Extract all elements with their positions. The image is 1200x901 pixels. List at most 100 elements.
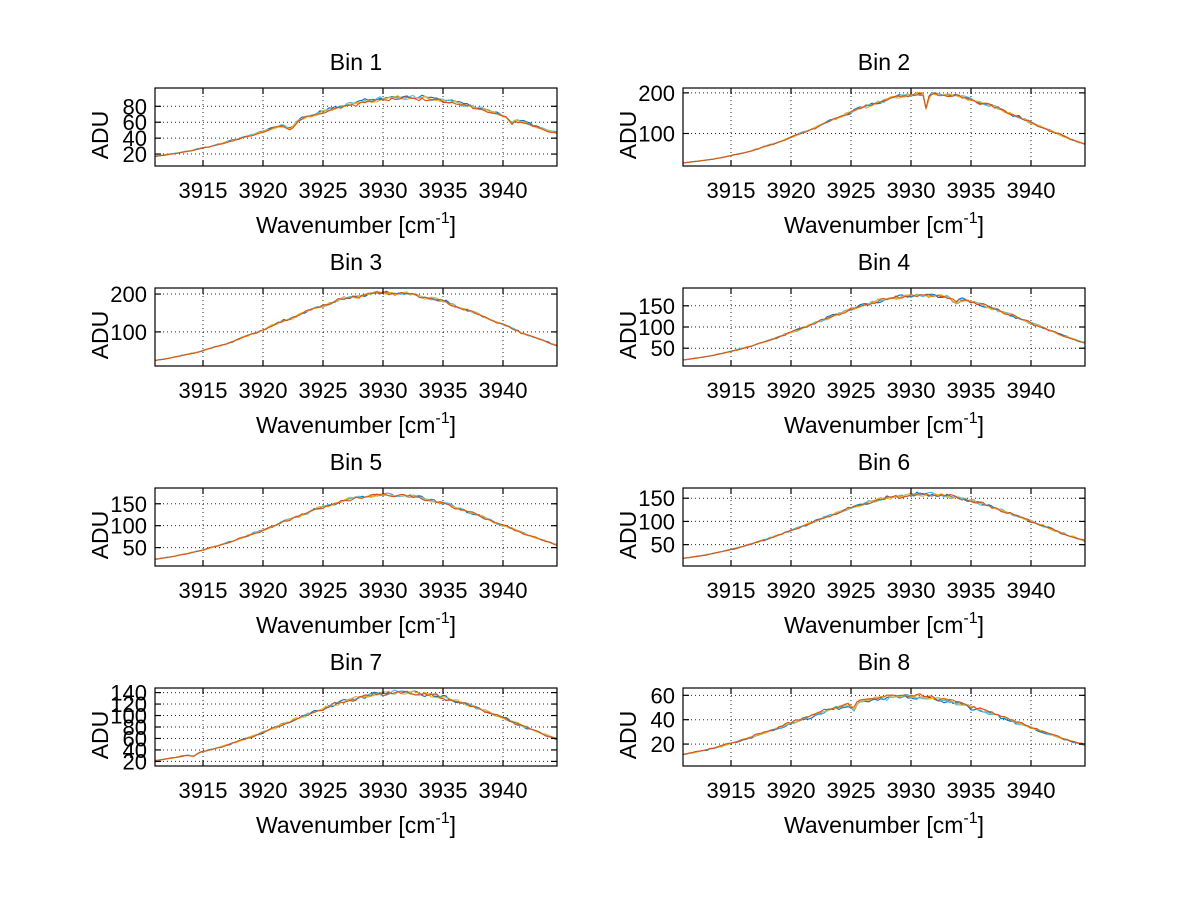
x-tick-label: 3925 [299,178,348,203]
spectrum-line-scan-cyan [683,491,1085,560]
spectrum-line-scan-blue [683,491,1085,559]
x-axis-label-text: Wavenumber [cm [784,812,963,838]
spectrum-line-scan-orange [155,96,557,158]
y-tick-label: 150 [638,294,675,319]
y-axis-label: ADU [90,111,113,160]
x-tick-label: 3920 [239,778,288,803]
plot-title: Bin 1 [330,49,382,75]
x-axis-label-superscript: -1 [963,410,977,427]
x-tick-label: 3930 [887,378,936,403]
x-tick-labels: 3915 3920 3925 3930 3935 3940 [179,378,528,403]
x-tick-label: 3930 [359,378,408,403]
y-axis-label: ADU [618,311,641,360]
y-tick-labels: 100 200 [110,282,147,345]
y-tick-label: 100 [110,320,147,345]
tick-marks [683,688,1085,766]
plot-title: Bin 8 [858,649,910,675]
spectrum-line-scan-blue [155,492,557,560]
y-axis-label: ADU [618,511,641,560]
x-tick-label: 3920 [239,178,288,203]
y-tick-label: 20 [651,732,675,757]
y-tick-label: 150 [638,486,675,511]
x-axis-label-superscript: -1 [963,210,977,227]
tick-marks [155,488,557,566]
x-axis-label-bracket: ] [978,812,984,838]
spectrum-line-scan-orange [683,293,1085,361]
x-tick-label: 3935 [419,578,468,603]
axes-frame [154,487,558,567]
y-axis-label: ADU [618,111,641,160]
x-axis-label-bracket: ] [450,212,456,238]
plot-title: Bin 4 [858,249,911,275]
x-axis-label-bracket: ] [450,612,456,638]
x-axis-label: Wavenumber [cm-1] [784,410,984,438]
y-tick-labels: 100 200 [638,81,675,147]
subplot-bin-3: Bin 3 ADU 3915 3920 3925 3930 3935 3940 100 20… [87,240,600,440]
x-tick-label: 3930 [887,578,936,603]
spectrum-line-scan-cyan [155,492,557,560]
spectrum-lines [683,293,1085,361]
x-tick-label: 3920 [767,178,816,203]
x-tick-label: 3925 [827,378,876,403]
x-axis-label: Wavenumber [cm-1] [256,410,456,438]
y-tick-label: 50 [651,336,675,361]
y-axis-label: ADU [618,711,641,760]
x-axis-label: Wavenumber [cm-1] [784,210,984,238]
spectrum-lines [155,290,557,362]
y-tick-label: 50 [123,536,147,561]
spectrum-line-scan-orange [155,690,557,762]
subplot-bin-2: Bin 2 ADU 3915 3920 3925 3930 3935 3940 100 20… [615,40,1128,240]
x-tick-label: 3940 [479,578,528,603]
x-tick-label: 3925 [827,578,876,603]
x-axis-label-bracket: ] [978,612,984,638]
subplot-bin-8: Bin 8 ADU 3915 3920 3925 3930 3935 3940 20 40 6… [615,640,1128,840]
x-axis-label-superscript: -1 [963,810,977,827]
x-tick-label: 3930 [359,778,408,803]
x-tick-labels: 3915 3920 3925 3930 3935 3940 [707,578,1056,603]
spectrum-lines [155,94,557,158]
x-axis-label-bracket: ] [978,212,984,238]
y-tick-label: 80 [123,94,147,119]
x-axis-label-bracket: ] [450,412,456,438]
x-axis-label: Wavenumber [cm-1] [256,610,456,638]
spectrum-line-scan-blue [155,290,557,361]
plot-svg: Bin 1 ADU 3915 3920 3925 3930 3935 3940 20406… [87,49,558,238]
spectrum-line-scan-cyan [155,94,557,157]
spectrum-line-scan-cyan [155,290,557,361]
y-tick-label: 100 [110,514,147,539]
x-tick-labels: 3915 3920 3925 3930 3935 3940 [707,378,1056,403]
y-tick-label: 120 [110,692,147,717]
spectrum-line-scan-orange [683,693,1085,756]
subplot-bin-7: Bin 7 ADU 3915 3920 3925 3930 3935 3940 20 40 6… [87,640,600,840]
y-tick-label: 100 [110,704,147,729]
spectrum-lines [683,491,1085,560]
x-tick-label: 3925 [827,778,876,803]
x-tick-label: 3935 [947,378,996,403]
x-axis-label-superscript: -1 [963,610,977,627]
spectrum-line-scan-gold [155,690,557,761]
x-tick-labels: 3915 3920 3925 3930 3935 3940 [707,778,1056,803]
axes-frame [682,487,1086,567]
grid-lines [683,88,1085,166]
y-tick-label: 50 [651,533,675,558]
spectrum-line-scan-blue [155,94,557,157]
y-tick-label: 150 [110,492,147,517]
x-tick-label: 3940 [479,778,528,803]
subplot-bin-4: Bin 4 ADU 3915 3920 3925 3930 3935 3940 50 100… [615,240,1128,440]
spectrum-line-scan-gold [155,291,557,361]
y-tick-label: 140 [110,681,147,706]
x-axis-label-text: Wavenumber [cm [256,612,435,638]
y-tick-label: 100 [638,315,675,340]
tick-marks [155,688,557,766]
plot-title: Bin 7 [330,649,382,675]
x-tick-label: 3935 [947,578,996,603]
y-tick-label: 20 [123,142,147,167]
axes-frame [154,87,558,167]
x-tick-label: 3940 [1007,778,1056,803]
x-tick-label: 3920 [239,378,288,403]
x-tick-label: 3915 [707,778,756,803]
